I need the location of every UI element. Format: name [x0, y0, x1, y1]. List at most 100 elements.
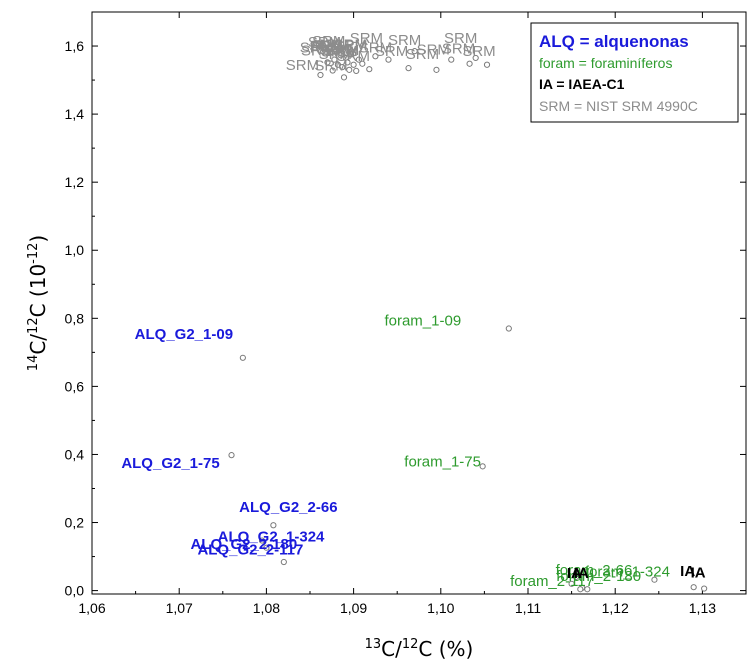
- data-point-alq: [280, 558, 287, 566]
- legend-entry-foram: foram = foraminíferos: [539, 55, 672, 71]
- point-label-srm: SRM: [316, 37, 349, 54]
- data-point-alq: [270, 522, 277, 529]
- data-point-srm: [433, 66, 440, 73]
- y-tick-label: 0,8: [65, 310, 85, 326]
- y-tick-label: 1,2: [65, 174, 85, 190]
- point-label-srm: SRM: [319, 46, 352, 63]
- point-label-srm: SRM: [308, 34, 341, 51]
- point-label-srm: SRM: [388, 32, 421, 49]
- x-tick-label: 1,12: [602, 600, 629, 616]
- x-tick-label: 1,07: [166, 600, 193, 616]
- point-label-srm: SRM: [462, 43, 495, 60]
- x-tick-label: 1,06: [78, 600, 105, 616]
- point-label-alq: ALQ_G2_1-09: [135, 326, 233, 343]
- x-tick-label: 1,10: [427, 600, 454, 616]
- legend-entry-srm: SRM = NIST SRM 4990C: [539, 98, 698, 114]
- point-label-alq: ALQ_G2_1-75: [121, 455, 219, 472]
- point-label-srm: SRM: [317, 41, 350, 58]
- point-label-srm: SRM: [326, 42, 359, 59]
- point-label-srm: SRM: [359, 40, 392, 57]
- data-point-ia: [584, 586, 591, 593]
- data-point-ia: [701, 585, 708, 592]
- data-point-alq: [239, 354, 246, 361]
- data-point-srm: [359, 60, 366, 67]
- point-label-alq: ALQ_G2_2-66: [239, 499, 337, 516]
- legend: ALQ = alquenonas foram = foraminíferos I…: [530, 22, 739, 123]
- data-point-srm: [324, 59, 331, 66]
- data-point-foram: [568, 580, 575, 587]
- point-label-foram: foram_1-324: [585, 564, 670, 581]
- data-point-srm: [355, 56, 362, 63]
- point-label-srm: SRM: [300, 39, 333, 56]
- data-point-srm: [411, 48, 418, 55]
- point-label-srm: SRM: [309, 38, 342, 55]
- y-tick-label: 1,6: [65, 38, 85, 54]
- data-point-foram: [572, 573, 580, 581]
- data-point-srm: [331, 56, 338, 63]
- point-label-alq: ALQ_G2_2-180: [190, 536, 297, 553]
- point-label-srm: SRM: [350, 30, 383, 47]
- x-axis-title: 13C/12C (%): [365, 637, 474, 661]
- data-point-srm: [405, 65, 412, 72]
- point-label-srm: SRM: [286, 57, 319, 74]
- x-tick-label: 1,11: [515, 600, 541, 616]
- data-point-foram: [505, 325, 512, 332]
- labels-layer: ALQ_G2_1-09 ALQ_G2_1-75 ALQ_G2_2-66 ALQ_G2_…: [121, 30, 705, 590]
- y-tick-label: 1,0: [65, 242, 85, 258]
- y-tick-label: 0,2: [65, 515, 85, 531]
- legend-entry-ia: IA = IAEA-C1: [539, 76, 625, 92]
- point-label-ia: IA: [680, 563, 695, 580]
- ticks-layer: 1,06 1,07 1,08 1,09 1,10 1,11 1,12 1,13 0,0 0,2 0,…: [65, 12, 746, 616]
- point-label-srm: SRM: [314, 57, 347, 74]
- point-label-srm: SRM: [406, 46, 439, 63]
- point-label-foram: foram_2-66: [556, 562, 633, 579]
- data-point-srm: [346, 66, 353, 73]
- point-label-srm: SRM: [337, 48, 370, 65]
- point-label-ia: IA: [567, 565, 582, 582]
- data-point-srm: [353, 67, 360, 74]
- data-point-srm: [337, 52, 344, 59]
- data-point-srm: [347, 51, 355, 58]
- data-point-srm: [448, 56, 455, 63]
- data-point-srm: [372, 53, 379, 60]
- legend-box: [530, 22, 739, 123]
- y-tick-label: 0,0: [65, 583, 85, 599]
- point-label-foram: foram_2-117: [510, 573, 594, 590]
- point-label-srm: SRM: [310, 38, 343, 55]
- point-label-srm: SRM: [334, 37, 367, 54]
- point-label-srm: SRM: [321, 43, 354, 60]
- data-point-ia: [690, 584, 697, 591]
- data-point-srm: [329, 67, 336, 74]
- point-label-srm: SRM: [375, 43, 408, 60]
- data-point-srm: [472, 54, 479, 62]
- x-tick-label: 1,13: [689, 600, 716, 616]
- point-label-foram: foram_1-09: [384, 313, 461, 330]
- x-tick-label: 1,08: [253, 600, 280, 616]
- y-axis-title: 14C/12C (10-12): [26, 235, 50, 371]
- point-label-ia: IA: [574, 565, 589, 582]
- point-label-srm: SRM: [325, 43, 358, 60]
- data-point-srm: [340, 74, 348, 81]
- point-label-alq: ALQ_G2_2-117: [197, 542, 303, 559]
- data-point-alq: [258, 537, 266, 544]
- data-point-srm: [483, 61, 491, 68]
- point-label-ia: IA: [691, 565, 706, 582]
- data-point-foram: [479, 463, 486, 470]
- data-point-srm: [350, 61, 357, 68]
- data-point-alq: [263, 544, 270, 551]
- point-label-foram: foram_1-75: [404, 453, 481, 470]
- point-label-srm: SRM: [334, 38, 367, 55]
- data-point-foram: [651, 576, 658, 583]
- y-tick-label: 1,4: [65, 106, 85, 122]
- point-label-srm: SRM: [444, 30, 477, 47]
- x-tick-label: 1,09: [340, 600, 367, 616]
- legend-entry-alq: ALQ = alquenonas: [539, 32, 689, 51]
- y-tick-label: 0,6: [65, 378, 85, 394]
- points-layer: [228, 48, 708, 593]
- point-label-alq: ALQ_G2_1-324: [218, 529, 325, 546]
- point-label-srm: SRM: [301, 43, 334, 60]
- data-point-srm: [317, 71, 324, 79]
- data-point-srm: [466, 60, 473, 67]
